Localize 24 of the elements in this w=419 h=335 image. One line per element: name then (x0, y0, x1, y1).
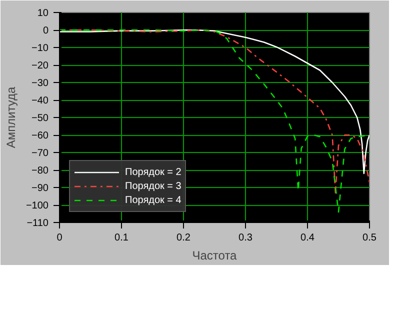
y-tick-label: −30 (32, 78, 49, 89)
y-tick-label: −90 (32, 183, 49, 194)
legend-label: Порядок = 4 (125, 194, 182, 206)
x-tick-label: 0.4 (300, 232, 315, 244)
y-tick-label: −10 (32, 43, 49, 54)
x-tick-label: 0.1 (114, 232, 129, 244)
y-tick-label: −70 (32, 148, 49, 159)
y-tick-label: −50 (32, 113, 49, 124)
legend-label: Порядок = 3 (125, 180, 182, 192)
x-axis-title: Частота (192, 248, 238, 262)
y-tick-label: −80 (32, 166, 49, 176)
y-axis-title: Амплитуда (4, 86, 18, 148)
y-tick-label: 0 (42, 26, 49, 36)
x-tick-label: 0 (56, 232, 63, 244)
legend-label: Порядок = 2 (125, 166, 182, 178)
y-tick-label: −100 (26, 200, 49, 212)
y-tick-label: −110 (26, 218, 49, 229)
y-tick-label: −60 (32, 130, 49, 142)
x-tick-label: 0.3 (238, 232, 253, 244)
y-tick-label: −40 (32, 96, 49, 106)
y-tick-label: −20 (32, 60, 49, 72)
x-tick-label: 0.2 (176, 232, 191, 244)
x-tick-label: 0.5 (362, 232, 377, 244)
y-tick-label: 10 (37, 8, 49, 19)
